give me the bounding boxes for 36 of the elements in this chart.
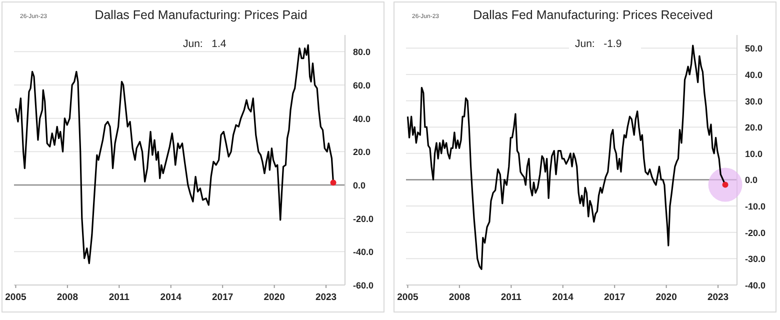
y-tick-label: -20.0: [353, 214, 374, 224]
x-tick-label: 2014: [160, 292, 182, 303]
x-tick-label: 2023: [707, 292, 729, 303]
y-tick-label: 50.0: [745, 44, 763, 54]
y-tick-label: -40.0: [745, 280, 766, 290]
x-tick-label: 2017: [212, 292, 234, 303]
y-tick-label: 20.0: [745, 122, 763, 133]
y-tick-label: -40.0: [353, 247, 374, 258]
y-tick-label: 20.0: [353, 147, 371, 158]
y-tick-label: -30.0: [745, 254, 766, 264]
annotation: Jun: -1.9: [575, 38, 622, 50]
x-tick-label: 2008: [56, 292, 78, 303]
y-tick-label: 40.0: [353, 114, 371, 124]
x-tick-label: 2005: [397, 292, 420, 303]
chart-title: Dallas Fed Manufacturing: Prices Received: [473, 8, 713, 22]
x-tick-label: 2014: [552, 292, 574, 303]
y-tick-label: 40.0: [745, 70, 763, 80]
y-tick-label: 0.0: [353, 180, 366, 190]
x-tick-label: 2005: [5, 292, 28, 303]
x-tick-label: 2023: [315, 292, 337, 303]
x-tick-label: 2011: [108, 292, 130, 303]
y-tick-label: 30.0: [745, 96, 763, 106]
y-tick-label: 80.0: [353, 47, 371, 58]
y-tick-label: 0.0: [745, 175, 758, 186]
x-tick-label: 2017: [604, 292, 626, 303]
x-tick-label: 2008: [448, 292, 470, 303]
x-tick-label: 2020: [264, 292, 285, 303]
y-tick-label: -20.0: [745, 228, 766, 238]
annotation: Jun: 1.4: [183, 38, 226, 50]
y-tick-label: -60.0: [353, 280, 374, 290]
chart-title: Dallas Fed Manufacturing: Prices Paid: [94, 8, 308, 22]
y-tick-label: 10.0: [745, 148, 763, 159]
x-tick-label: 2020: [656, 292, 677, 303]
y-tick-label: -10.0: [745, 202, 766, 212]
y-tick-label: 60.0: [353, 80, 371, 90]
x-tick-label: 2011: [500, 292, 522, 303]
